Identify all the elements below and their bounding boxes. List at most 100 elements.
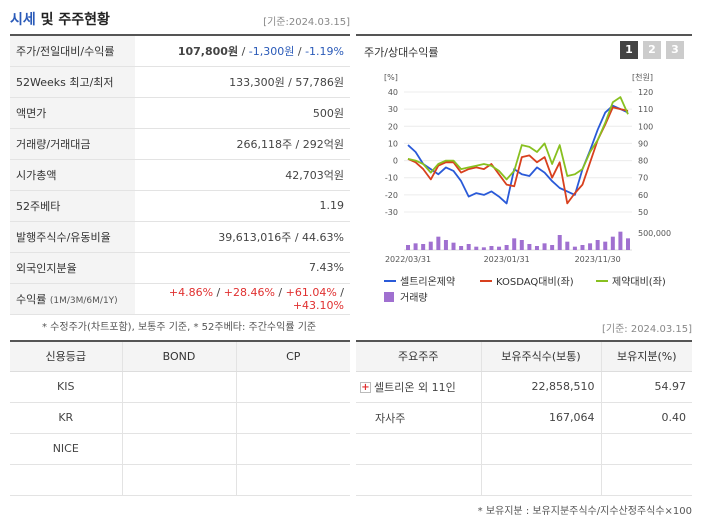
holders-header: 보유지분(%) bbox=[600, 341, 692, 372]
credit-agency bbox=[10, 464, 122, 496]
table-row: NICE bbox=[10, 433, 350, 465]
volume-bar bbox=[610, 236, 615, 250]
legend-swatch bbox=[384, 292, 394, 302]
credit-bond bbox=[121, 371, 236, 403]
quote-value: +4.86% / +28.46% / +61.04% / +43.10% bbox=[135, 283, 350, 315]
quote-row-returns: 수익률 (1M/3M/6M/1Y) +4.86% / +28.46% / +61… bbox=[10, 283, 350, 315]
holder-ratio bbox=[600, 433, 692, 465]
quote-row-market-cap: 시가총액 42,703억원 bbox=[10, 159, 350, 191]
left-tick-label: 10 bbox=[388, 139, 398, 148]
volume-bar bbox=[481, 247, 486, 250]
volume-bar bbox=[626, 238, 630, 250]
volume-bar bbox=[421, 244, 426, 250]
quote-key: 52Weeks 최고/최저 bbox=[10, 66, 135, 98]
quote-key: 시가총액 bbox=[10, 159, 135, 191]
credit-table: 신용등급 BOND CP KIS KR NICE bbox=[10, 340, 350, 496]
x-tick-label: 2023/01/31 bbox=[484, 255, 530, 264]
volume-bar bbox=[451, 242, 456, 250]
holders-header: 보유주식수(보통) bbox=[480, 341, 601, 372]
quote-value: 39,613,016주 / 44.63% bbox=[135, 221, 350, 253]
left-tick-label: 40 bbox=[388, 88, 398, 97]
volume-bar bbox=[550, 245, 555, 250]
volume-bar bbox=[497, 246, 502, 250]
quote-key: 발행주식수/유동비율 bbox=[10, 221, 135, 253]
stock-chart: [%] [천원]403020100-10-20-30120110100908070… bbox=[384, 72, 671, 304]
quote-key: 주가/전일대비/수익률 bbox=[10, 35, 135, 67]
chart-tab-2[interactable]: 2 bbox=[643, 41, 661, 59]
legend-label: 셀트리온제약 bbox=[400, 276, 455, 288]
right-tick-label: 110 bbox=[638, 105, 653, 114]
quote-table: 주가/전일대비/수익률 107,800원 / -1,300원 / -1.19% … bbox=[10, 34, 350, 315]
right-tick-label: 90 bbox=[638, 139, 648, 148]
credit-cp bbox=[235, 464, 350, 496]
x-tick-label: 2022/03/31 bbox=[385, 255, 431, 264]
volume-bar bbox=[512, 238, 517, 250]
volume-bar bbox=[504, 245, 509, 250]
base-date: [기준:2024.03.15] bbox=[263, 17, 350, 28]
quote-value: 107,800원 / -1,300원 / -1.19% bbox=[135, 35, 350, 67]
holder-shares bbox=[480, 433, 601, 465]
credit-agency: KR bbox=[10, 402, 122, 434]
volume-bar bbox=[595, 240, 600, 250]
left-tick-label: 0 bbox=[393, 157, 398, 166]
right-axis-unit: [천원] bbox=[632, 72, 653, 82]
chart-panel: 주가/상대수익률 1 2 3 [%] [천원] 40 30 20 10 0 -10 -20 -30… bbox=[356, 34, 692, 312]
volume-bar bbox=[489, 246, 494, 250]
holders-note: * 보유지분 : 보유지분주식수/지수산정주식수×100 bbox=[477, 506, 692, 517]
chart-tab-1[interactable]: 1 bbox=[620, 41, 638, 59]
quote-value: 1.19 bbox=[135, 190, 350, 222]
quote-value: 266,118주 / 292억원 bbox=[135, 128, 350, 160]
volume-bar bbox=[406, 245, 410, 250]
right-tick-label: 50 bbox=[638, 208, 648, 217]
holders-base-date: [기준: 2024.03.15] bbox=[601, 324, 692, 335]
credit-cp bbox=[235, 371, 350, 403]
holder-name[interactable]: 셀트리온 외 11인 bbox=[374, 380, 456, 394]
chart-tab-3[interactable]: 3 bbox=[666, 41, 684, 59]
left-axis-unit: [%] bbox=[384, 73, 398, 82]
quote-key: 52주베타 bbox=[10, 190, 135, 222]
table-row: + 셀트리온 외 11인 22,858,510 54.97 bbox=[356, 371, 692, 403]
volume-bar bbox=[413, 243, 418, 250]
right-tick-label: 100 bbox=[638, 122, 653, 131]
quote-key: 외국인지분율 bbox=[10, 252, 135, 284]
series-line bbox=[407, 104, 629, 205]
volume-bar bbox=[428, 241, 433, 250]
quote-note: * 수정주가(차트포함), 보통주 기준, * 52주베타: 주간수익률 기준 bbox=[42, 322, 317, 333]
left-tick-label: 20 bbox=[388, 122, 398, 131]
quote-key: 액면가 bbox=[10, 97, 135, 129]
credit-bond bbox=[121, 464, 236, 496]
credit-agency: KIS bbox=[10, 371, 122, 403]
volume-bar bbox=[565, 241, 570, 250]
right-tick-label: 80 bbox=[638, 157, 648, 166]
table-row: KIS bbox=[10, 371, 350, 403]
volume-bar bbox=[459, 246, 464, 250]
quote-value: 7.43% bbox=[135, 252, 350, 284]
holder-ratio: 0.40 bbox=[600, 402, 692, 434]
table-row bbox=[356, 464, 692, 496]
holder-shares bbox=[480, 464, 601, 496]
holder-name: 자사주 bbox=[356, 402, 481, 434]
volume-bar bbox=[542, 243, 547, 250]
expand-icon[interactable]: + bbox=[360, 382, 371, 393]
volume-bar bbox=[534, 246, 539, 250]
credit-agency: NICE bbox=[10, 433, 122, 465]
legend-label: 제약대비(좌) bbox=[612, 276, 666, 288]
holder-ratio bbox=[600, 464, 692, 496]
volume-bar bbox=[474, 246, 479, 250]
left-tick-label: -20 bbox=[385, 191, 398, 200]
left-tick-label: -30 bbox=[385, 208, 398, 217]
credit-header: CP bbox=[235, 341, 350, 372]
quote-row-par-value: 액면가 500원 bbox=[10, 97, 350, 129]
volume-bar bbox=[588, 243, 593, 250]
holder-shares: 22,858,510 bbox=[480, 371, 601, 403]
volume-bar bbox=[519, 240, 524, 250]
chart-title: 주가/상대수익률 bbox=[364, 46, 439, 59]
quote-row-shares: 발행주식수/유동비율 39,613,016주 / 44.63% bbox=[10, 221, 350, 253]
table-row bbox=[10, 464, 350, 496]
quote-row-beta: 52주베타 1.19 bbox=[10, 190, 350, 222]
credit-cp bbox=[235, 402, 350, 434]
holder-name bbox=[356, 433, 481, 465]
holder-shares: 167,064 bbox=[480, 402, 601, 434]
volume-bar bbox=[466, 244, 471, 250]
holder-ratio: 54.97 bbox=[600, 371, 692, 403]
